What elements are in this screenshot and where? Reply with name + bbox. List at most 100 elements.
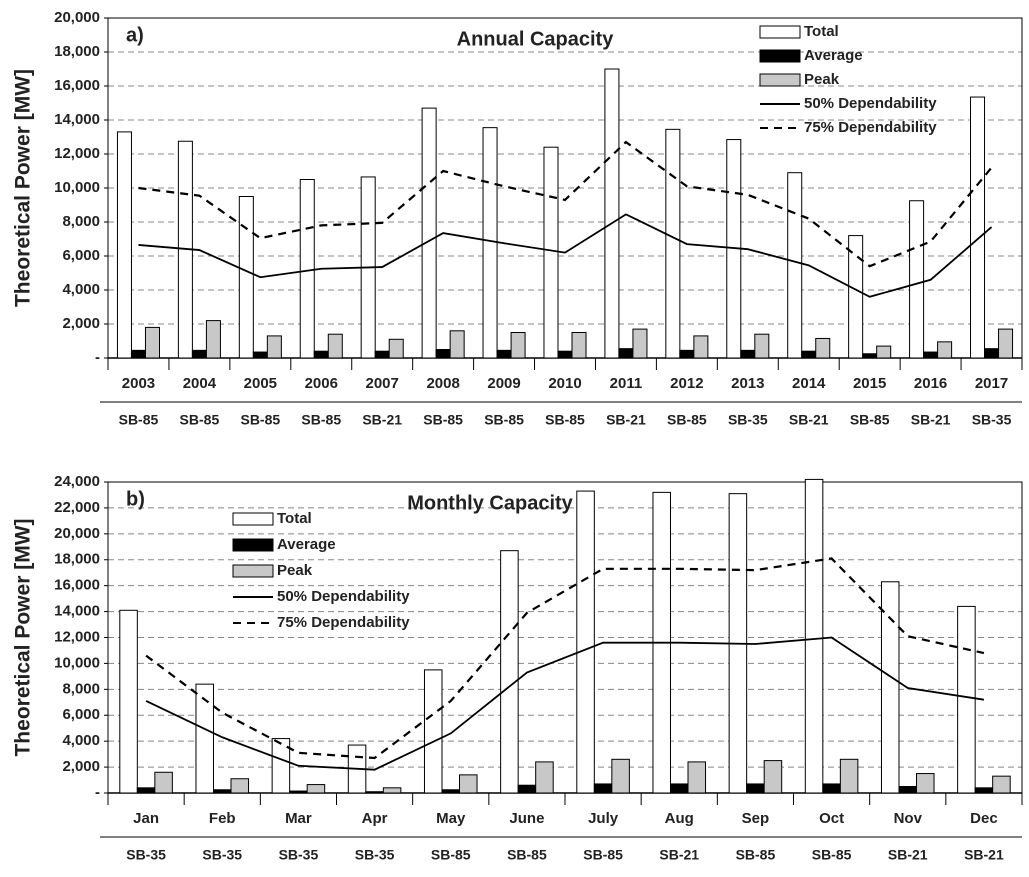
x-tick-label: Apr (362, 810, 388, 827)
bar (957, 605, 976, 794)
y-tick-label: 24,000 (54, 473, 100, 490)
x-sub-label: SB-21 (911, 412, 951, 428)
x-tick-label: 2003 (122, 375, 155, 392)
x-sub-label: SB-85 (423, 412, 463, 428)
y-tick-label: 4,000 (62, 281, 100, 298)
bar (665, 128, 681, 359)
y-tick-label: 18,000 (54, 551, 100, 568)
x-sub-label: SB-21 (888, 847, 928, 863)
panel-label: b) (126, 488, 145, 510)
bar (880, 581, 900, 794)
x-sub-label: SB-21 (659, 847, 699, 863)
legend-swatch (232, 512, 274, 526)
bar (848, 235, 864, 359)
x-sub-label: SB-85 (850, 412, 890, 428)
bar (252, 351, 268, 359)
x-sub-label: SB-85 (507, 847, 547, 863)
bar (576, 490, 595, 794)
y-tick-label: 8,000 (62, 680, 100, 697)
bar (571, 332, 587, 359)
x-tick-label: June (509, 810, 544, 827)
bar (510, 332, 526, 359)
y-tick-label: 10,000 (54, 654, 100, 671)
y-tick-label: 20,000 (54, 9, 100, 26)
x-tick-label: 2010 (548, 375, 581, 392)
bar (195, 683, 214, 794)
bar (998, 328, 1014, 359)
bar (679, 349, 695, 359)
bar (130, 349, 146, 359)
x-sub-label: SB-85 (812, 847, 852, 863)
x-tick-label: 2013 (731, 375, 764, 392)
bar (804, 478, 824, 794)
bar (496, 349, 512, 359)
bar (543, 146, 559, 359)
x-sub-label: SB-85 (583, 847, 623, 863)
bar (669, 783, 689, 794)
y-tick-label: 14,000 (54, 603, 100, 620)
y-tick-label: 6,000 (62, 706, 100, 723)
line (138, 140, 993, 268)
x-sub-label: SB-35 (126, 847, 166, 863)
bar (327, 333, 343, 359)
x-sub-label: SB-35 (728, 412, 768, 428)
bar (746, 783, 765, 794)
bar (923, 351, 939, 359)
x-tick-label: Aug (665, 810, 694, 827)
x-tick-label: Oct (819, 810, 844, 827)
x-sub-label: SB-85 (431, 847, 471, 863)
legend-label: Average (804, 47, 863, 64)
x-tick-label: 2004 (183, 375, 217, 392)
y-axis-label: Theoretical Power [MW] (12, 518, 35, 756)
y-tick-label: 20,000 (54, 525, 100, 542)
bar (801, 350, 817, 359)
line (145, 636, 985, 771)
chart-title: Annual Capacity (457, 28, 615, 50)
legend-swatch (232, 564, 274, 578)
line (145, 557, 985, 760)
legend-swatch (232, 538, 274, 552)
bar (740, 349, 756, 359)
bar (449, 330, 465, 359)
bar (822, 783, 841, 794)
bar (374, 350, 390, 359)
bar (271, 738, 291, 794)
x-tick-label: Mar (285, 810, 312, 827)
legend-label: Total (804, 23, 839, 40)
y-tick-label: 8,000 (62, 213, 100, 230)
bar (693, 335, 709, 359)
bar (862, 353, 878, 359)
y-tick-label: 6,000 (62, 247, 100, 264)
bar (306, 784, 326, 794)
y-tick-label: - (95, 784, 100, 801)
x-sub-label: SB-85 (180, 412, 220, 428)
bar (876, 345, 892, 359)
x-sub-label: SB-21 (362, 412, 402, 428)
bar (517, 784, 537, 794)
bar (144, 326, 160, 359)
x-sub-label: SB-85 (301, 412, 341, 428)
bar (611, 758, 630, 794)
x-tick-label: Feb (209, 810, 236, 827)
bar (970, 96, 986, 359)
x-tick-label: Jan (133, 810, 159, 827)
y-tick-label: 12,000 (54, 145, 100, 162)
bar (459, 774, 478, 794)
y-tick-label: 4,000 (62, 732, 100, 749)
x-sub-label: SB-35 (279, 847, 319, 863)
y-tick-label: 12,000 (54, 628, 100, 645)
bar (500, 550, 519, 794)
y-tick-label: 16,000 (54, 577, 100, 594)
bar (618, 348, 634, 359)
bar (136, 787, 156, 794)
x-tick-label: 2014 (792, 375, 826, 392)
y-tick-label: 10,000 (54, 179, 100, 196)
x-sub-label: SB-85 (240, 412, 280, 428)
legend-label: Average (277, 536, 336, 553)
legend-label: Total (277, 510, 312, 527)
y-tick-label: 22,000 (54, 499, 100, 516)
bar (916, 773, 935, 794)
x-sub-label: SB-35 (972, 412, 1012, 428)
y-tick-label: - (95, 349, 100, 366)
x-tick-label: Dec (970, 810, 998, 827)
